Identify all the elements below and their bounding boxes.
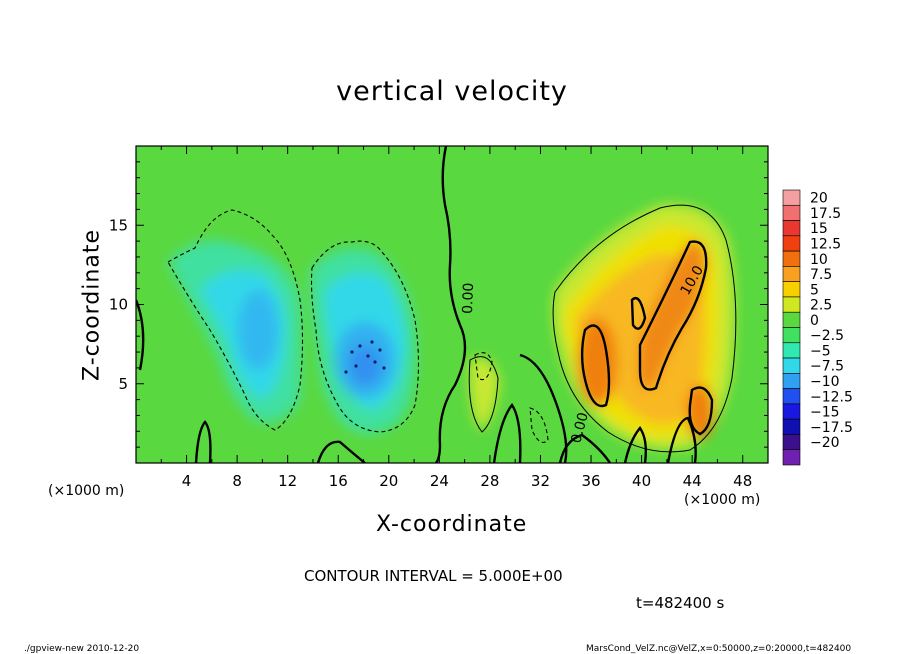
x-tick-label: 44 — [683, 472, 702, 490]
colorbar-swatch — [782, 373, 801, 389]
x-tick-label: 40 — [632, 472, 651, 490]
contour-value-labels: 0.00 0.00 10.0 — [460, 263, 707, 445]
colorbar: 2017.51512.5107.552.50−2.5−5−7.5−10−12.5… — [782, 189, 853, 466]
colorbar-label: −20 — [810, 435, 840, 451]
colorbar-swatch — [782, 250, 801, 267]
colorbar-label: 10 — [810, 252, 828, 268]
x-tick-label: 28 — [480, 472, 499, 490]
y-tick-label: 5 — [118, 375, 128, 393]
y-tick-label: 15 — [109, 216, 128, 234]
colorbar-swatch — [782, 357, 801, 374]
x-tick-marks — [160, 146, 744, 463]
y-tick-label: 10 — [109, 296, 128, 314]
colorbar-label: −2.5 — [810, 328, 844, 344]
colorbar-swatch — [782, 296, 801, 313]
x-unit-left: (×1000 m) — [48, 483, 125, 499]
colorbar-label: 17.5 — [810, 206, 841, 222]
colorbar-label: 5 — [810, 282, 819, 298]
colorbar-swatch — [782, 266, 801, 282]
x-tick-label: 16 — [329, 472, 348, 490]
colorbar-label: 0 — [810, 313, 819, 329]
colorbar-swatch — [782, 220, 801, 237]
colorbar-label: 15 — [810, 221, 828, 237]
colorbar-label: −5 — [810, 343, 831, 359]
contour-interval-note: CONTOUR INTERVAL = 5.000E+00 — [304, 567, 563, 585]
x-tick-label: 20 — [379, 472, 398, 490]
contour-label-zero-lower: 0.00 — [568, 411, 592, 445]
colorbar-label: −7.5 — [810, 359, 844, 375]
contour-lines-positive — [468, 204, 737, 453]
colorbar-labels: 2017.51512.5107.552.50−2.5−5−7.5−10−12.5… — [810, 191, 853, 451]
colorbar-label: −10 — [810, 374, 840, 390]
colorbar-swatch — [782, 388, 801, 405]
contour-label-zero-upper: 0.00 — [460, 282, 477, 314]
colorbar-label: 7.5 — [810, 267, 832, 283]
contour-lines-zero — [136, 146, 697, 463]
colorbar-label: −12.5 — [810, 389, 853, 405]
colorbar-label: 20 — [810, 191, 828, 207]
colorbar-swatch — [782, 403, 801, 420]
contour-lines-ten — [580, 240, 714, 436]
colorbar-swatch — [782, 189, 801, 206]
colorbar-label: 2.5 — [810, 298, 832, 314]
footer-left: ./gpview-new 2010-12-20 — [24, 644, 140, 654]
colorbar-label: −17.5 — [810, 420, 853, 436]
x-tick-label: 32 — [531, 472, 550, 490]
colorbar-label: −15 — [810, 405, 840, 421]
downdraft-region-left — [168, 240, 500, 434]
x-tick-label: 48 — [733, 472, 752, 490]
x-tick-label: 36 — [581, 472, 600, 490]
colorbar-swatch — [782, 434, 801, 451]
downdraft-core-marks — [344, 340, 386, 374]
x-unit-right: (×1000 m) — [684, 492, 761, 508]
contour-lines-negative — [167, 209, 549, 443]
colorbar-swatch — [782, 311, 801, 328]
x-tick-label: 8 — [232, 472, 242, 490]
colorbar-swatch — [782, 327, 801, 344]
chart-title: vertical velocity — [336, 76, 568, 107]
y-tick-labels: 5 10 15 — [109, 216, 128, 393]
colorbar-swatch — [782, 204, 801, 221]
colorbar-swatch — [782, 449, 801, 466]
x-tick-label: 24 — [430, 472, 449, 490]
x-tick-label: 12 — [278, 472, 297, 490]
colorbar-label: 12.5 — [810, 236, 841, 252]
colorbar-swatch — [782, 418, 801, 435]
footer-right: MarsCond_VelZ.nc@VelZ,x=0:50000,z=0:2000… — [586, 644, 852, 654]
x-tick-labels: 4 8 12 16 20 24 28 32 36 40 44 48 — [182, 472, 752, 490]
x-axis-label: X-coordinate — [376, 512, 528, 537]
colorbar-swatch — [782, 235, 801, 252]
y-axis-label: Z-coordinate — [79, 229, 105, 381]
x-tick-label: 4 — [182, 472, 192, 490]
colorbar-swatches — [782, 189, 801, 466]
colorbar-swatch — [782, 281, 801, 298]
time-label: t=482400 s — [636, 594, 725, 612]
y-tick-marks — [136, 161, 768, 448]
colorbar-swatch — [782, 342, 801, 359]
